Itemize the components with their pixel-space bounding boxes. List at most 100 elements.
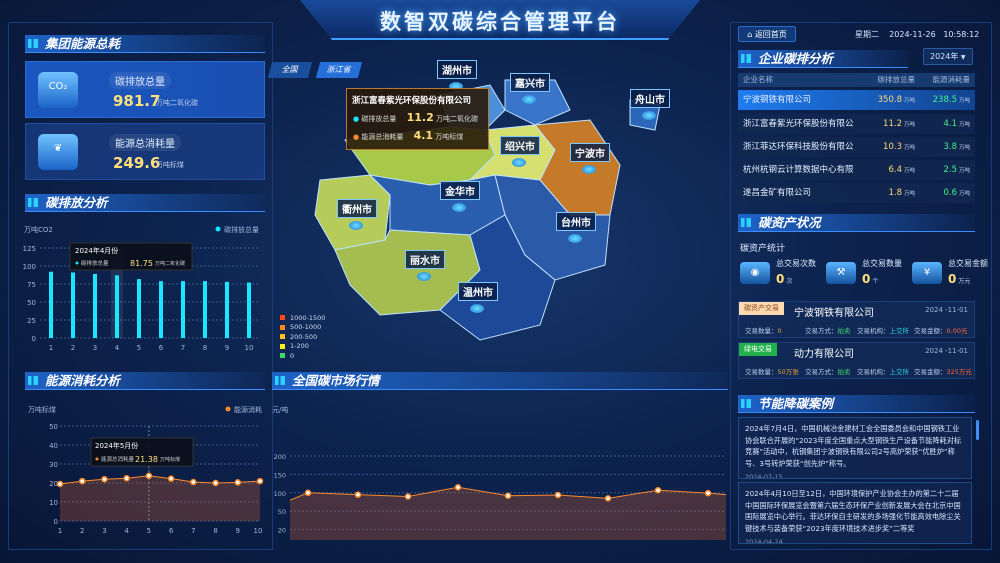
legend-label: 碳排放总量 bbox=[224, 225, 259, 234]
y-axis-label: 元/吨 bbox=[272, 405, 288, 414]
bar bbox=[181, 281, 185, 338]
svg-text:万吨标煤: 万吨标煤 bbox=[160, 456, 180, 463]
y-tick-label: 25 bbox=[27, 317, 36, 325]
cases-scrollbar[interactable] bbox=[976, 420, 979, 440]
datetime: 星期二 2024-11-26 10:58:12 bbox=[855, 30, 980, 39]
section-header-energy-analysis: 能源消耗分析 bbox=[25, 372, 265, 390]
svg-text:万吨二氧化碳: 万吨二氧化碳 bbox=[155, 260, 185, 267]
y-tick-label: 125 bbox=[23, 245, 36, 253]
data-point bbox=[234, 479, 242, 486]
case-item[interactable]: 2024年7月4日，中国机械冶金建材工会全国委员会和中国钢铁工业协会联合开展的“… bbox=[738, 417, 972, 479]
y-tick-label: 40 bbox=[49, 442, 58, 450]
city-label[interactable]: 金华市 bbox=[440, 181, 480, 200]
y-tick-label: 30 bbox=[49, 461, 58, 469]
header-bar bbox=[300, 0, 700, 40]
data-point bbox=[404, 493, 412, 500]
data-point bbox=[167, 475, 175, 482]
area-fill bbox=[60, 475, 260, 521]
data-point bbox=[304, 489, 312, 497]
svg-text:81.75: 81.75 bbox=[130, 259, 153, 268]
assets-subtitle: 碳资产统计 bbox=[740, 244, 786, 254]
enterprise-row[interactable]: 浙江富春紫光环保股份有限公司 11.2 万吨 4.1 万吨 bbox=[738, 113, 975, 134]
transactions-icon: ◉ bbox=[740, 262, 770, 284]
enterprise-row[interactable]: 遂昌金矿有限公司 1.8 万吨 0.6 万吨 bbox=[738, 183, 975, 204]
legend-item: 0 bbox=[280, 351, 325, 361]
tooltip-row-carbon: ● 碳排放总量 11.2 万吨二氧化碳 bbox=[353, 111, 478, 124]
city-label[interactable]: 衢州市 bbox=[337, 199, 377, 218]
y-tick-label: 20 bbox=[49, 480, 58, 488]
city-label[interactable]: 湖州市 bbox=[437, 60, 477, 79]
legend-dot bbox=[215, 226, 221, 232]
map-marker-icon[interactable] bbox=[522, 95, 536, 104]
svg-text:能源总消耗量: 能源总消耗量 bbox=[101, 455, 135, 463]
map-marker-icon[interactable] bbox=[452, 203, 466, 212]
x-tick-label: 4 bbox=[115, 344, 120, 352]
data-point bbox=[190, 478, 197, 486]
x-tick-label: 10 bbox=[254, 527, 263, 535]
x-tick-label: 9 bbox=[225, 344, 229, 352]
map-marker-icon[interactable] bbox=[512, 158, 526, 167]
city-label[interactable]: 嘉兴市 bbox=[510, 73, 550, 92]
year-select[interactable]: 2024年 ▼ bbox=[923, 48, 973, 65]
section-header-cases: 节能降碳案例 bbox=[738, 395, 975, 413]
data-point bbox=[145, 472, 153, 480]
map-marker-icon[interactable] bbox=[349, 221, 363, 230]
y-axis-label: 万吨标煤 bbox=[28, 405, 56, 414]
trade-item[interactable]: 碳资产交易 宁波钢铁有限公司 2024 -11-01 交易数量：0 交易方式：拍卖 交易机… bbox=[738, 301, 975, 338]
market-area-chart: 元/吨0205010015020010月13日10月19日10月23日10月26… bbox=[272, 405, 727, 540]
x-tick-label: 7 bbox=[181, 344, 185, 352]
area-fill bbox=[290, 487, 726, 540]
bar bbox=[203, 281, 207, 338]
y-tick-label: 0 bbox=[32, 335, 36, 343]
map-marker-icon[interactable] bbox=[449, 82, 463, 91]
map-marker-icon[interactable] bbox=[582, 165, 596, 174]
map-tooltip: 浙江富春紫光环保股份有限公司 ● 碳排放总量 11.2 万吨二氧化碳 ● 能源总… bbox=[346, 88, 489, 150]
x-tick-label: 7 bbox=[191, 527, 195, 535]
data-point bbox=[123, 475, 130, 482]
y-tick-label: 100 bbox=[274, 490, 286, 498]
city-label[interactable]: 舟山市 bbox=[630, 89, 670, 108]
city-label[interactable]: 宁波市 bbox=[570, 143, 610, 162]
svg-text:2024年5月份: 2024年5月份 bbox=[95, 441, 138, 450]
svg-text:21.38: 21.38 bbox=[135, 455, 158, 464]
data-point bbox=[704, 489, 712, 497]
map-marker-icon[interactable] bbox=[568, 234, 582, 243]
y-tick-label: 50 bbox=[27, 299, 36, 307]
legend-item: 1000-1500 bbox=[280, 313, 325, 323]
x-tick-label: 1 bbox=[58, 527, 62, 535]
bar bbox=[247, 282, 251, 338]
home-icon: ⌂ bbox=[747, 30, 753, 39]
bar bbox=[71, 272, 75, 338]
trade-item[interactable]: 绿电交易 动力有限公司 2024 -11-01 交易数量：50万张 交易方式：拍卖 交易机… bbox=[738, 342, 975, 379]
map-marker-icon[interactable] bbox=[417, 272, 431, 281]
home-button[interactable]: ⌂ 返回首页 bbox=[738, 26, 796, 42]
city-label[interactable]: 丽水市 bbox=[405, 250, 445, 269]
x-tick-label: 2 bbox=[71, 344, 75, 352]
x-tick-label: 2 bbox=[80, 527, 84, 535]
bar bbox=[159, 281, 163, 338]
city-label[interactable]: 台州市 bbox=[556, 212, 596, 231]
section-header-assets: 碳资产状况 bbox=[738, 214, 975, 232]
left-frame bbox=[8, 22, 273, 550]
map-marker-icon[interactable] bbox=[642, 111, 656, 120]
map-marker-icon[interactable] bbox=[470, 304, 484, 313]
svg-text:2024年4月份: 2024年4月份 bbox=[75, 246, 118, 255]
section-header-market: 全国碳市场行情 bbox=[272, 372, 728, 390]
y-tick-label: 10 bbox=[49, 499, 58, 507]
page-title: 数智双碳综合管理平台 bbox=[380, 10, 620, 34]
data-point bbox=[654, 486, 662, 494]
city-label[interactable]: 绍兴市 bbox=[500, 136, 540, 155]
city-label[interactable]: 温州市 bbox=[458, 282, 498, 301]
y-tick-label: 0 bbox=[54, 518, 58, 526]
enterprise-row[interactable]: 宁波钢铁有限公司 350.8 万吨 238.5 万吨 bbox=[738, 90, 975, 111]
legend-item: 500-1000 bbox=[280, 323, 325, 333]
x-tick-label: 5 bbox=[147, 527, 151, 535]
enterprise-row[interactable]: 浙江菲达环保科技股份有限公 10.3 万吨 3.8 万吨 bbox=[738, 136, 975, 157]
case-item[interactable]: 2024年4月10日至12日，中国环境保护产业协会主办的第二十二届中国国际环保展… bbox=[738, 482, 972, 544]
x-tick-label: 3 bbox=[102, 527, 106, 535]
y-tick-label: 20 bbox=[278, 527, 286, 535]
y-tick-label: 100 bbox=[23, 263, 36, 271]
map-legend: 1000-1500 500-1000 200-500 1-200 0 bbox=[280, 313, 325, 361]
x-tick-label: 8 bbox=[213, 527, 217, 535]
